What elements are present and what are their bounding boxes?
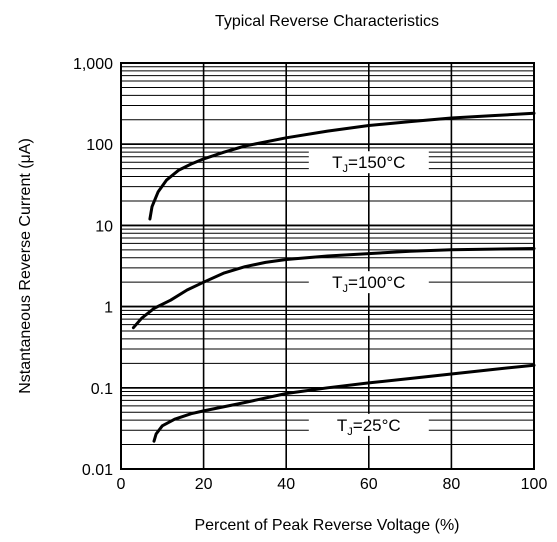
curve-labels: TJ=150°C TJ=100°C TJ=25°C xyxy=(308,151,429,438)
y-tick-label: 10 xyxy=(95,218,113,235)
series-label: TJ=25°C xyxy=(308,413,429,438)
series-line xyxy=(131,247,536,330)
x-tick-label: 0 xyxy=(117,476,126,493)
series-line xyxy=(152,363,536,443)
series-label-text: TJ=25°C xyxy=(337,416,401,438)
curves xyxy=(131,111,536,443)
series-label: TJ=100°C xyxy=(308,271,429,295)
series-label: TJ=150°C xyxy=(308,151,429,175)
y-tick-label: 0.01 xyxy=(82,462,113,479)
series-label-bg xyxy=(308,151,429,174)
x-tick-label: 80 xyxy=(443,476,461,493)
x-tick-label: 20 xyxy=(195,476,213,493)
grid xyxy=(120,62,535,470)
y-tick-label: 0.1 xyxy=(91,381,113,398)
x-tick-label: 60 xyxy=(360,476,378,493)
y-tick-label: 100 xyxy=(86,137,113,154)
y-tick-label: 1,000 xyxy=(73,56,113,73)
y-tick-label: 1 xyxy=(104,300,113,317)
y-axis-label: Nstantaneous Reverse Current (μA) xyxy=(17,138,34,394)
series-line xyxy=(148,111,536,221)
x-axis-label: Percent of Peak Reverse Voltage (%) xyxy=(194,517,459,534)
series-label-bg xyxy=(308,413,429,436)
tick-labels: 0 20 40 60 80 100 0.01 0.1 1 10 100 1,000 xyxy=(73,56,547,493)
x-tick-label: 100 xyxy=(521,476,548,493)
series-label-text: TJ=100°C xyxy=(332,273,405,295)
series-label-bg xyxy=(308,271,429,294)
chart-title: Typical Reverse Characteristics xyxy=(215,13,439,30)
series-label-text: TJ=150°C xyxy=(332,153,405,175)
plot-frame xyxy=(120,62,535,470)
x-tick-label: 40 xyxy=(277,476,295,493)
